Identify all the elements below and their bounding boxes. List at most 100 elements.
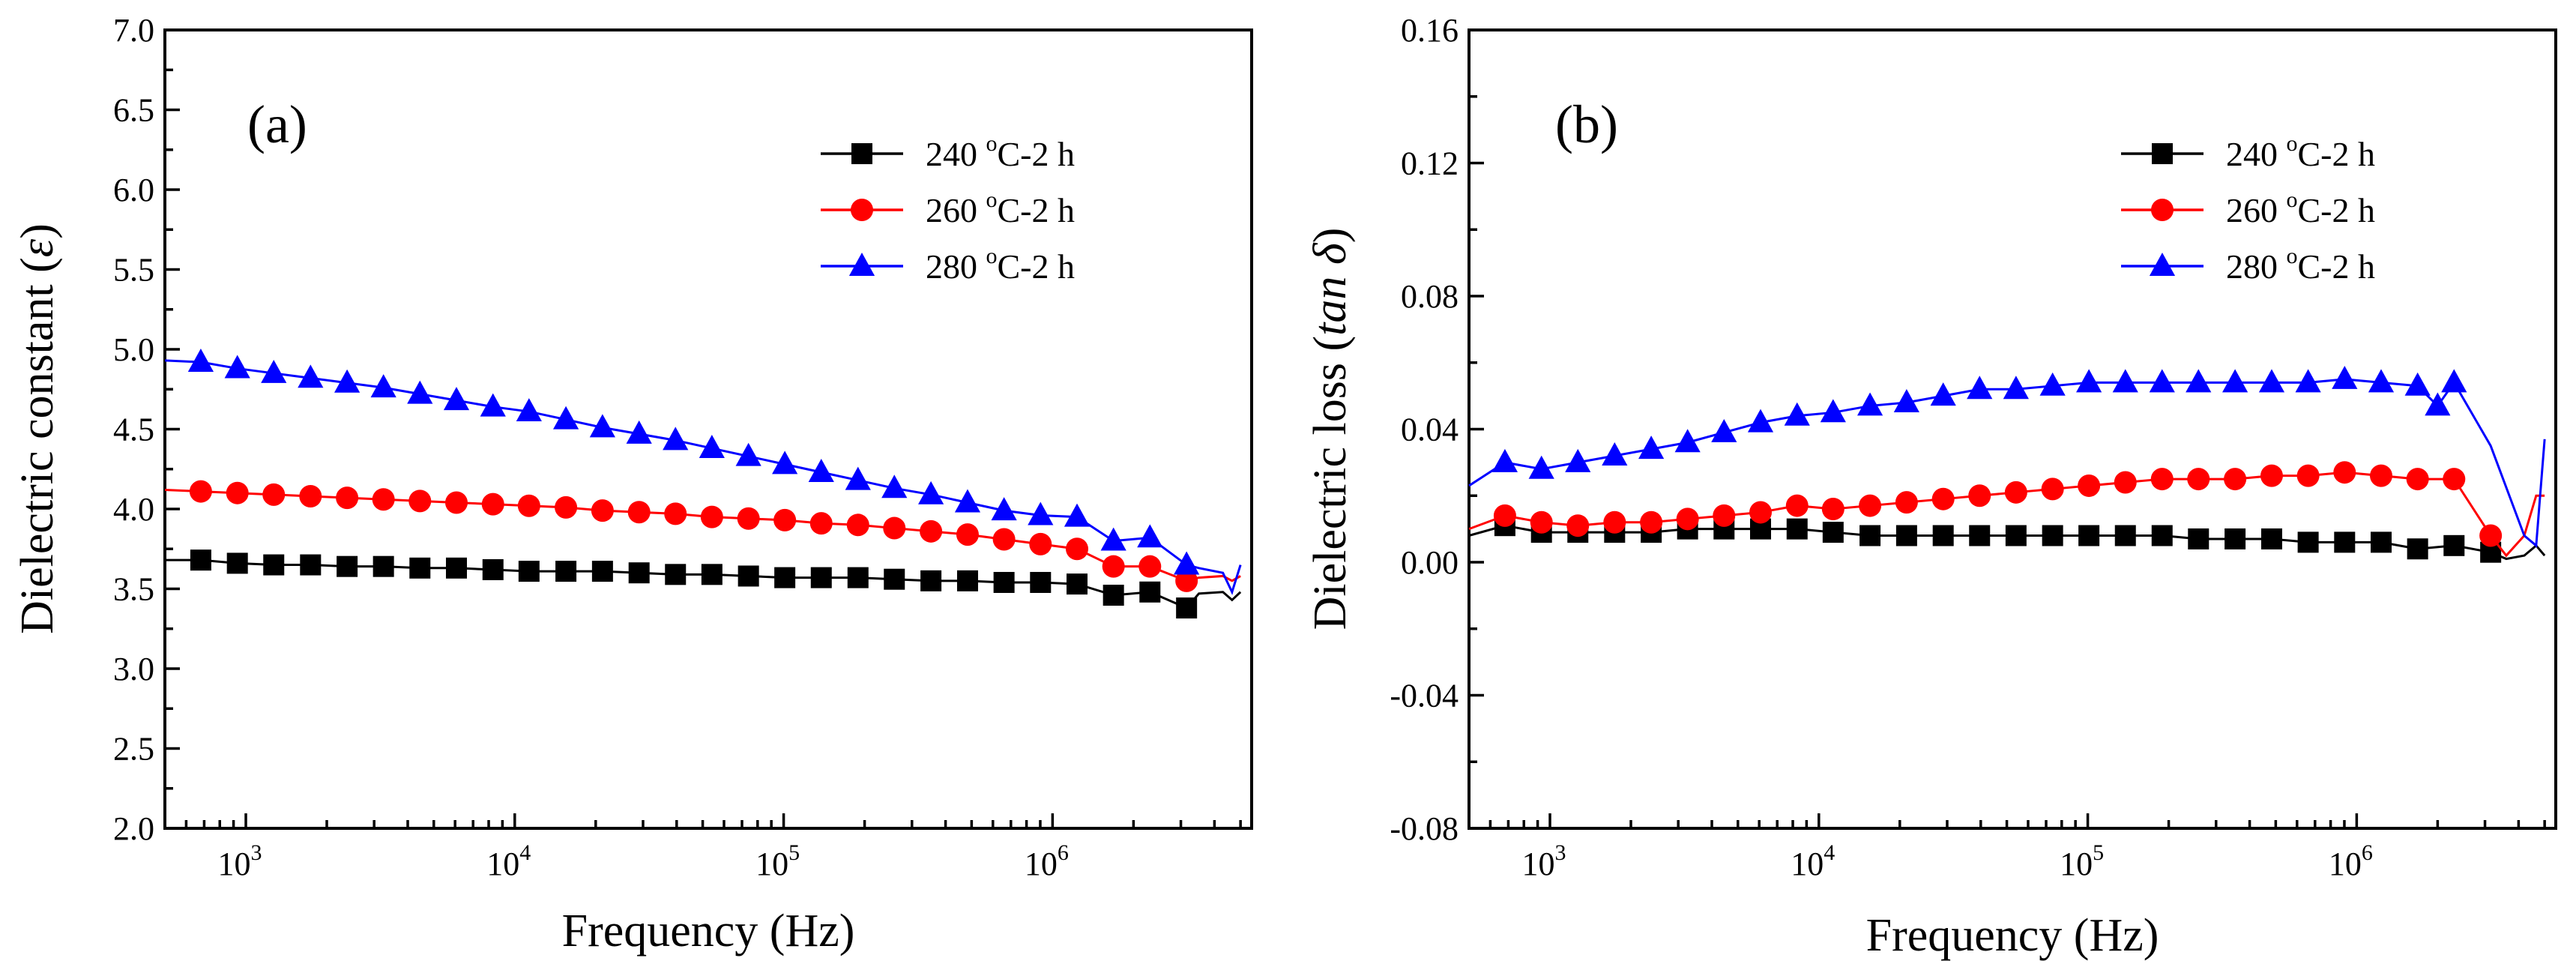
- data-point-marker: [918, 481, 944, 504]
- y-tick-label: 6.0: [113, 172, 154, 208]
- data-point-marker: [920, 570, 942, 591]
- y-tick-label: 0.12: [1401, 145, 1459, 182]
- data-point-marker: [2003, 376, 2029, 400]
- y-axis-title-a-symbol: ε: [12, 238, 63, 257]
- x-tick-label: 105: [755, 840, 800, 882]
- data-point-marker: [555, 495, 578, 519]
- data-point-marker: [336, 486, 359, 510]
- data-point-marker: [372, 488, 395, 511]
- data-point-marker: [1067, 573, 1088, 595]
- legend-item-3: 280 oC-2 h: [821, 244, 1075, 286]
- ticks-b: -0.08 -0.04 0.00 0.04 0.08 0.12 0.16 103 104 105 1…: [1390, 12, 2546, 882]
- data-point-marker: [1066, 537, 1089, 561]
- plot-area-frame-a: [163, 28, 1253, 830]
- legend-b: 240 oC-2 h 260 oC-2 h 280 oC-2 h: [2121, 131, 2375, 286]
- y-tick-label: 0.04: [1401, 412, 1459, 448]
- data-point-marker: [300, 554, 322, 576]
- data-point-marker: [2149, 369, 2175, 393]
- x-tick-label: 106: [1025, 840, 1069, 882]
- series-square-a: [165, 549, 1242, 619]
- data-point-marker: [810, 567, 832, 588]
- y-axis-title-b-main: Dielectric loss (: [1305, 336, 1356, 630]
- y-tick-label: -0.04: [1390, 678, 1459, 714]
- data-point-marker: [443, 387, 470, 411]
- series-square-b: [1468, 515, 2546, 563]
- data-point-marker: [1931, 487, 1955, 510]
- data-point-marker: [700, 505, 723, 528]
- data-point-marker: [261, 359, 287, 383]
- x-tick-label: 104: [1791, 840, 1835, 882]
- data-point-marker: [2186, 369, 2212, 393]
- data-point-marker: [2404, 372, 2431, 396]
- data-point-marker: [2479, 524, 2503, 547]
- data-point-marker: [2333, 461, 2356, 484]
- legend-a: 240 oC-2 h 260 oC-2 h 280 oC-2 h: [821, 131, 1075, 286]
- data-point-marker: [2039, 372, 2066, 396]
- y-tick-label: 0.00: [1401, 544, 1459, 581]
- data-point-marker: [1064, 503, 1091, 527]
- data-point-marker: [2187, 468, 2210, 491]
- data-point-marker: [1893, 389, 1919, 412]
- data-point-marker: [1785, 494, 1809, 517]
- y-tick-label: 0.16: [1401, 12, 1459, 49]
- data-point-marker: [1528, 455, 1554, 479]
- data-point-marker: [1856, 392, 1883, 416]
- data-point-marker: [226, 481, 249, 504]
- panel-a-dielectric-constant: 2.0 2.5 3.0 3.5 4.0 4.5 5.0 5.5 6.0 6.5 7.0 103 104 1…: [12, 12, 1253, 957]
- data-point-marker: [2295, 369, 2321, 393]
- data-point-marker: [1530, 510, 1553, 534]
- legend-marker: [848, 253, 875, 276]
- legend-marker: [851, 143, 872, 164]
- y-tick-label: 3.0: [113, 651, 154, 687]
- data-point-marker: [298, 364, 324, 388]
- data-point-marker: [226, 552, 248, 574]
- x-tick-label: 103: [218, 840, 262, 882]
- x-tick-label: 103: [1522, 840, 1566, 882]
- data-point-marker: [2441, 369, 2467, 393]
- y-tick-label: 3.5: [113, 571, 154, 608]
- data-point-marker: [1103, 585, 1124, 606]
- data-point-marker: [1859, 494, 1882, 517]
- data-point-marker: [2297, 531, 2319, 553]
- legend-item-2: 260 oC-2 h: [821, 187, 1075, 229]
- data-point-marker: [626, 420, 652, 444]
- data-point-marker: [1713, 504, 1736, 527]
- data-point-marker: [482, 558, 504, 580]
- data-point-marker: [1137, 524, 1163, 548]
- legend-label: 260 oC-2 h: [926, 187, 1075, 229]
- series-triangle-a: [164, 349, 1242, 595]
- data-point-marker: [1932, 525, 1954, 546]
- data-point-marker: [190, 549, 211, 571]
- data-point-marker: [446, 557, 468, 579]
- plot-area-frame-b: [1468, 28, 2557, 830]
- data-point-marker: [2296, 464, 2320, 487]
- data-point-marker: [1640, 510, 1663, 534]
- data-point-marker: [1967, 376, 1993, 400]
- data-point-marker: [1820, 399, 1846, 423]
- data-point-marker: [2112, 369, 2138, 393]
- data-point-marker: [1822, 522, 1844, 543]
- series-line: [1468, 378, 2546, 548]
- data-point-marker: [2370, 464, 2393, 487]
- legend-item-1: 240 oC-2 h: [821, 131, 1075, 173]
- data-point-marker: [516, 398, 542, 422]
- data-point-marker: [920, 519, 943, 543]
- data-point-marker: [2076, 369, 2102, 393]
- data-point-marker: [2224, 468, 2247, 491]
- data-point-marker: [1749, 501, 1773, 524]
- legend-marker: [2149, 253, 2176, 276]
- legend-item-3: 280 oC-2 h: [2121, 244, 2375, 286]
- x-tick-label: 104: [486, 840, 531, 882]
- x-tick-label: 105: [2060, 840, 2104, 882]
- data-point-marker: [956, 570, 978, 591]
- data-point-marker: [591, 561, 613, 582]
- data-point-marker: [809, 512, 833, 535]
- data-point-marker: [737, 507, 760, 530]
- data-point-marker: [2407, 538, 2428, 560]
- data-point-marker: [2114, 525, 2136, 546]
- data-point-marker: [846, 513, 869, 537]
- y-axis-title-a-main: Dielectric constant (: [12, 257, 63, 634]
- data-point-marker: [2260, 464, 2283, 487]
- series-triangle-b: [1468, 365, 2546, 548]
- series-circle-a: [164, 480, 1241, 592]
